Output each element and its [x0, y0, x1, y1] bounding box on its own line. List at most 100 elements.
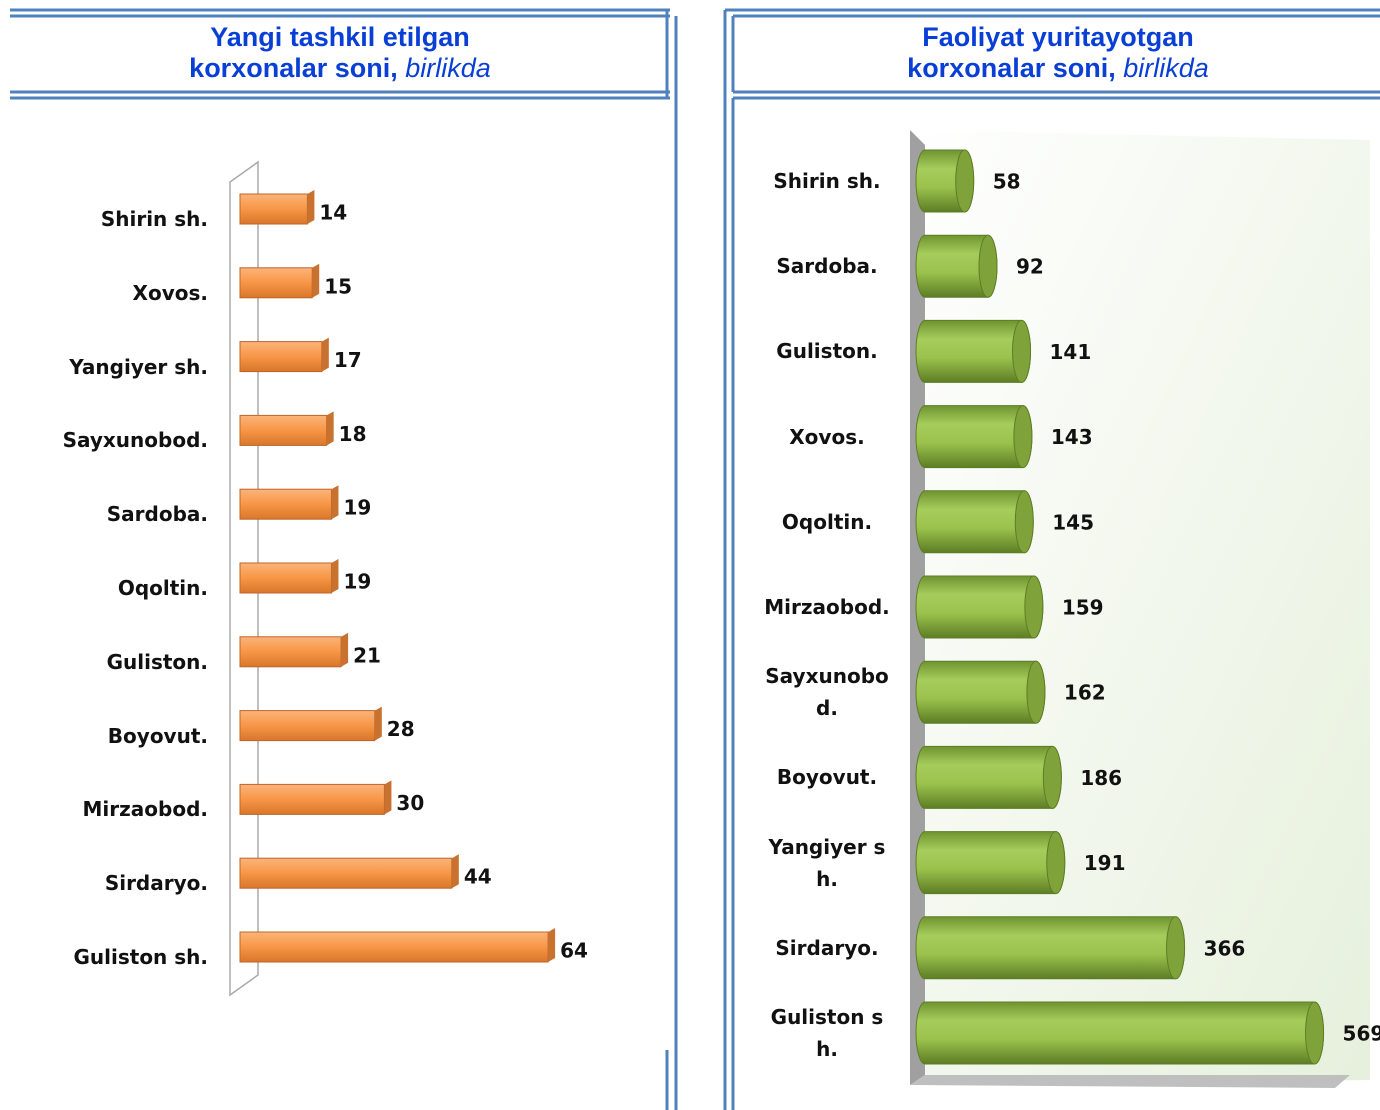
chart-title: Yangi tashkil etilgan korxonalar soni, bi… — [10, 22, 670, 84]
floor — [910, 1075, 1350, 1088]
category-text: Mirzaobod. — [82, 797, 208, 822]
bar-cap — [1042, 745, 1062, 809]
value-label: 569 — [1343, 1022, 1380, 1046]
bar — [239, 710, 376, 742]
bar — [915, 831, 1066, 895]
category-label: Guliston. — [10, 622, 208, 702]
bar-cap — [978, 234, 998, 298]
category-text: Boyovut. — [776, 765, 878, 790]
bar — [239, 414, 328, 446]
bar-end — [548, 928, 556, 962]
category-label: Sardoba. — [10, 474, 208, 554]
bar-end — [331, 559, 339, 593]
bar — [239, 636, 342, 668]
category-label: Guliston sh. — [762, 993, 892, 1073]
category-label: Sayxunobod. — [762, 652, 892, 732]
bar — [239, 562, 332, 594]
category-label: Mirzaobod. — [10, 769, 208, 849]
category-text: Boyovut. — [107, 723, 208, 748]
title-line: Faoliyat yuritayotgan — [922, 22, 1194, 52]
category-text: Oqoltin. — [781, 509, 873, 534]
value-label: 143 — [1051, 425, 1093, 449]
category-label: Yangiyer sh. — [762, 823, 892, 903]
value-label: 15 — [324, 274, 352, 298]
bar — [239, 488, 332, 520]
category-text: Guliston. — [776, 339, 878, 364]
value-label: 19 — [343, 496, 371, 520]
category-text: Shirin sh. — [773, 169, 881, 193]
category-text: Sirdaryo. — [104, 871, 208, 896]
value-label: 92 — [1016, 255, 1044, 279]
value-label: 162 — [1064, 681, 1106, 705]
category-label: Shirin sh. — [762, 141, 892, 221]
bar — [239, 267, 313, 299]
bar — [239, 341, 323, 373]
category-label: Xovos. — [762, 397, 892, 477]
category-text: Guliston. — [106, 649, 208, 674]
chart-title: Faoliyat yuritayotgan korxonalar soni, bi… — [733, 22, 1380, 84]
value-label: 64 — [560, 939, 588, 963]
value-label: 58 — [993, 170, 1021, 194]
bar-cap — [1026, 660, 1046, 724]
value-label: 159 — [1062, 596, 1104, 620]
category-text: Sirdaryo. — [775, 935, 879, 960]
title-line: korxonalar soni, — [907, 53, 1116, 83]
bar-cap — [1305, 1001, 1325, 1065]
bar-end — [321, 337, 329, 372]
bar — [239, 931, 549, 963]
category-label: Boyovut. — [762, 737, 892, 817]
chart-subtitle: birlikda — [1123, 53, 1209, 83]
bar-cap — [1012, 319, 1032, 383]
bar-end — [326, 411, 334, 446]
bar — [915, 916, 1186, 980]
category-text: Sayxunobod. — [765, 664, 889, 721]
category-label: Sardoba. — [762, 226, 892, 306]
value-label: 186 — [1080, 766, 1122, 790]
bar-end — [331, 485, 339, 520]
category-text: Sardoba. — [776, 254, 878, 279]
value-label: 17 — [334, 348, 362, 372]
category-text: Mirzaobod. — [764, 595, 890, 619]
value-label: 44 — [464, 865, 492, 889]
bar — [915, 745, 1062, 809]
category-label: Guliston sh. — [10, 917, 208, 997]
chart-subtitle: birlikda — [405, 53, 491, 83]
bar — [239, 193, 308, 225]
bar — [239, 783, 385, 815]
category-label: Xovos. — [10, 253, 208, 333]
bar-cap — [1024, 575, 1044, 639]
frame — [10, 8, 1380, 1110]
bar-end — [451, 854, 459, 889]
category-text: Yangiyer sh. — [69, 354, 208, 379]
value-label: 19 — [343, 570, 371, 594]
bar-cap — [955, 149, 975, 213]
value-label: 141 — [1050, 340, 1092, 364]
category-label: Mirzaobod. — [762, 567, 892, 647]
category-label: Guliston. — [762, 311, 892, 391]
bar-end — [384, 780, 392, 815]
title-line: Yangi tashkil etilgan — [210, 22, 470, 52]
value-label: 18 — [339, 422, 367, 446]
bar-end — [341, 632, 349, 667]
value-label: 366 — [1204, 936, 1246, 960]
category-text: Shirin sh. — [100, 207, 208, 231]
category-label: Sirdaryo. — [10, 843, 208, 923]
title-line: korxonalar soni, — [189, 53, 398, 83]
value-label: 30 — [396, 791, 424, 815]
bar-cap — [1014, 490, 1034, 554]
value-label: 28 — [387, 717, 415, 741]
category-label: Yangiyer sh. — [10, 327, 208, 407]
category-text: Xovos. — [132, 280, 208, 305]
bar-cap — [1013, 405, 1033, 469]
bar — [239, 857, 453, 889]
category-text: Sayxunobod. — [62, 428, 208, 453]
category-text: Guliston sh. — [73, 945, 208, 969]
category-label: Oqoltin. — [10, 548, 208, 628]
value-label: 14 — [319, 201, 347, 225]
bar — [915, 1001, 1325, 1065]
value-label: 191 — [1084, 851, 1126, 875]
category-text: Yangiyer sh. — [768, 834, 886, 891]
bar-cap — [1166, 916, 1186, 980]
category-label: Sirdaryo. — [762, 908, 892, 988]
